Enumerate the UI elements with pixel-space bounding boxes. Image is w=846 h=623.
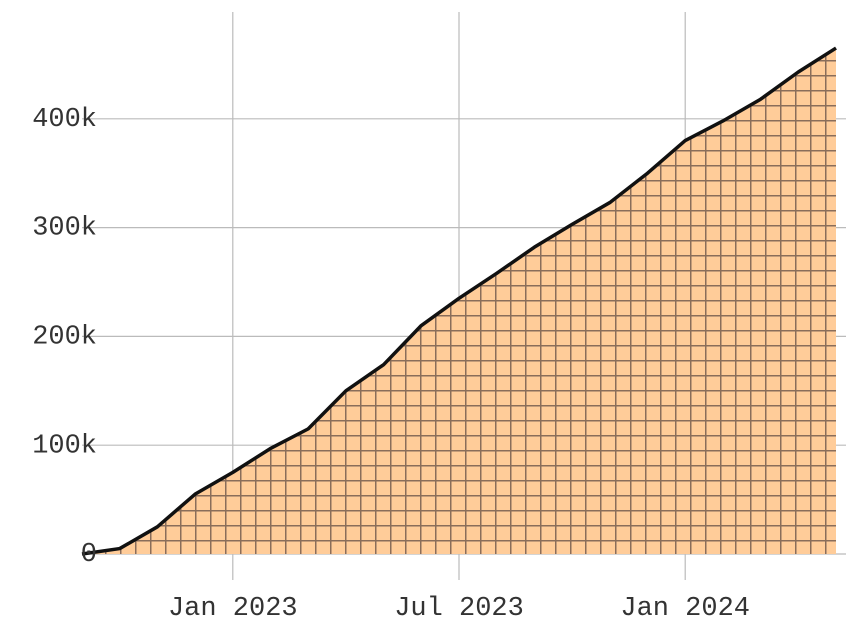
y-tick-label: 100k — [32, 431, 97, 461]
y-tick-label: 400k — [32, 105, 97, 135]
x-tick-label: Jul 2023 — [394, 594, 524, 623]
y-tick-label: 200k — [32, 323, 97, 353]
line — [81, 46, 837, 556]
plot-area — [81, 46, 837, 556]
x-tick-label: Jan 2024 — [620, 594, 750, 623]
y-tick-label: 0 — [81, 540, 97, 570]
x-tick-label: Jan 2023 — [168, 594, 298, 623]
y-tick-label: 300k — [32, 214, 97, 244]
